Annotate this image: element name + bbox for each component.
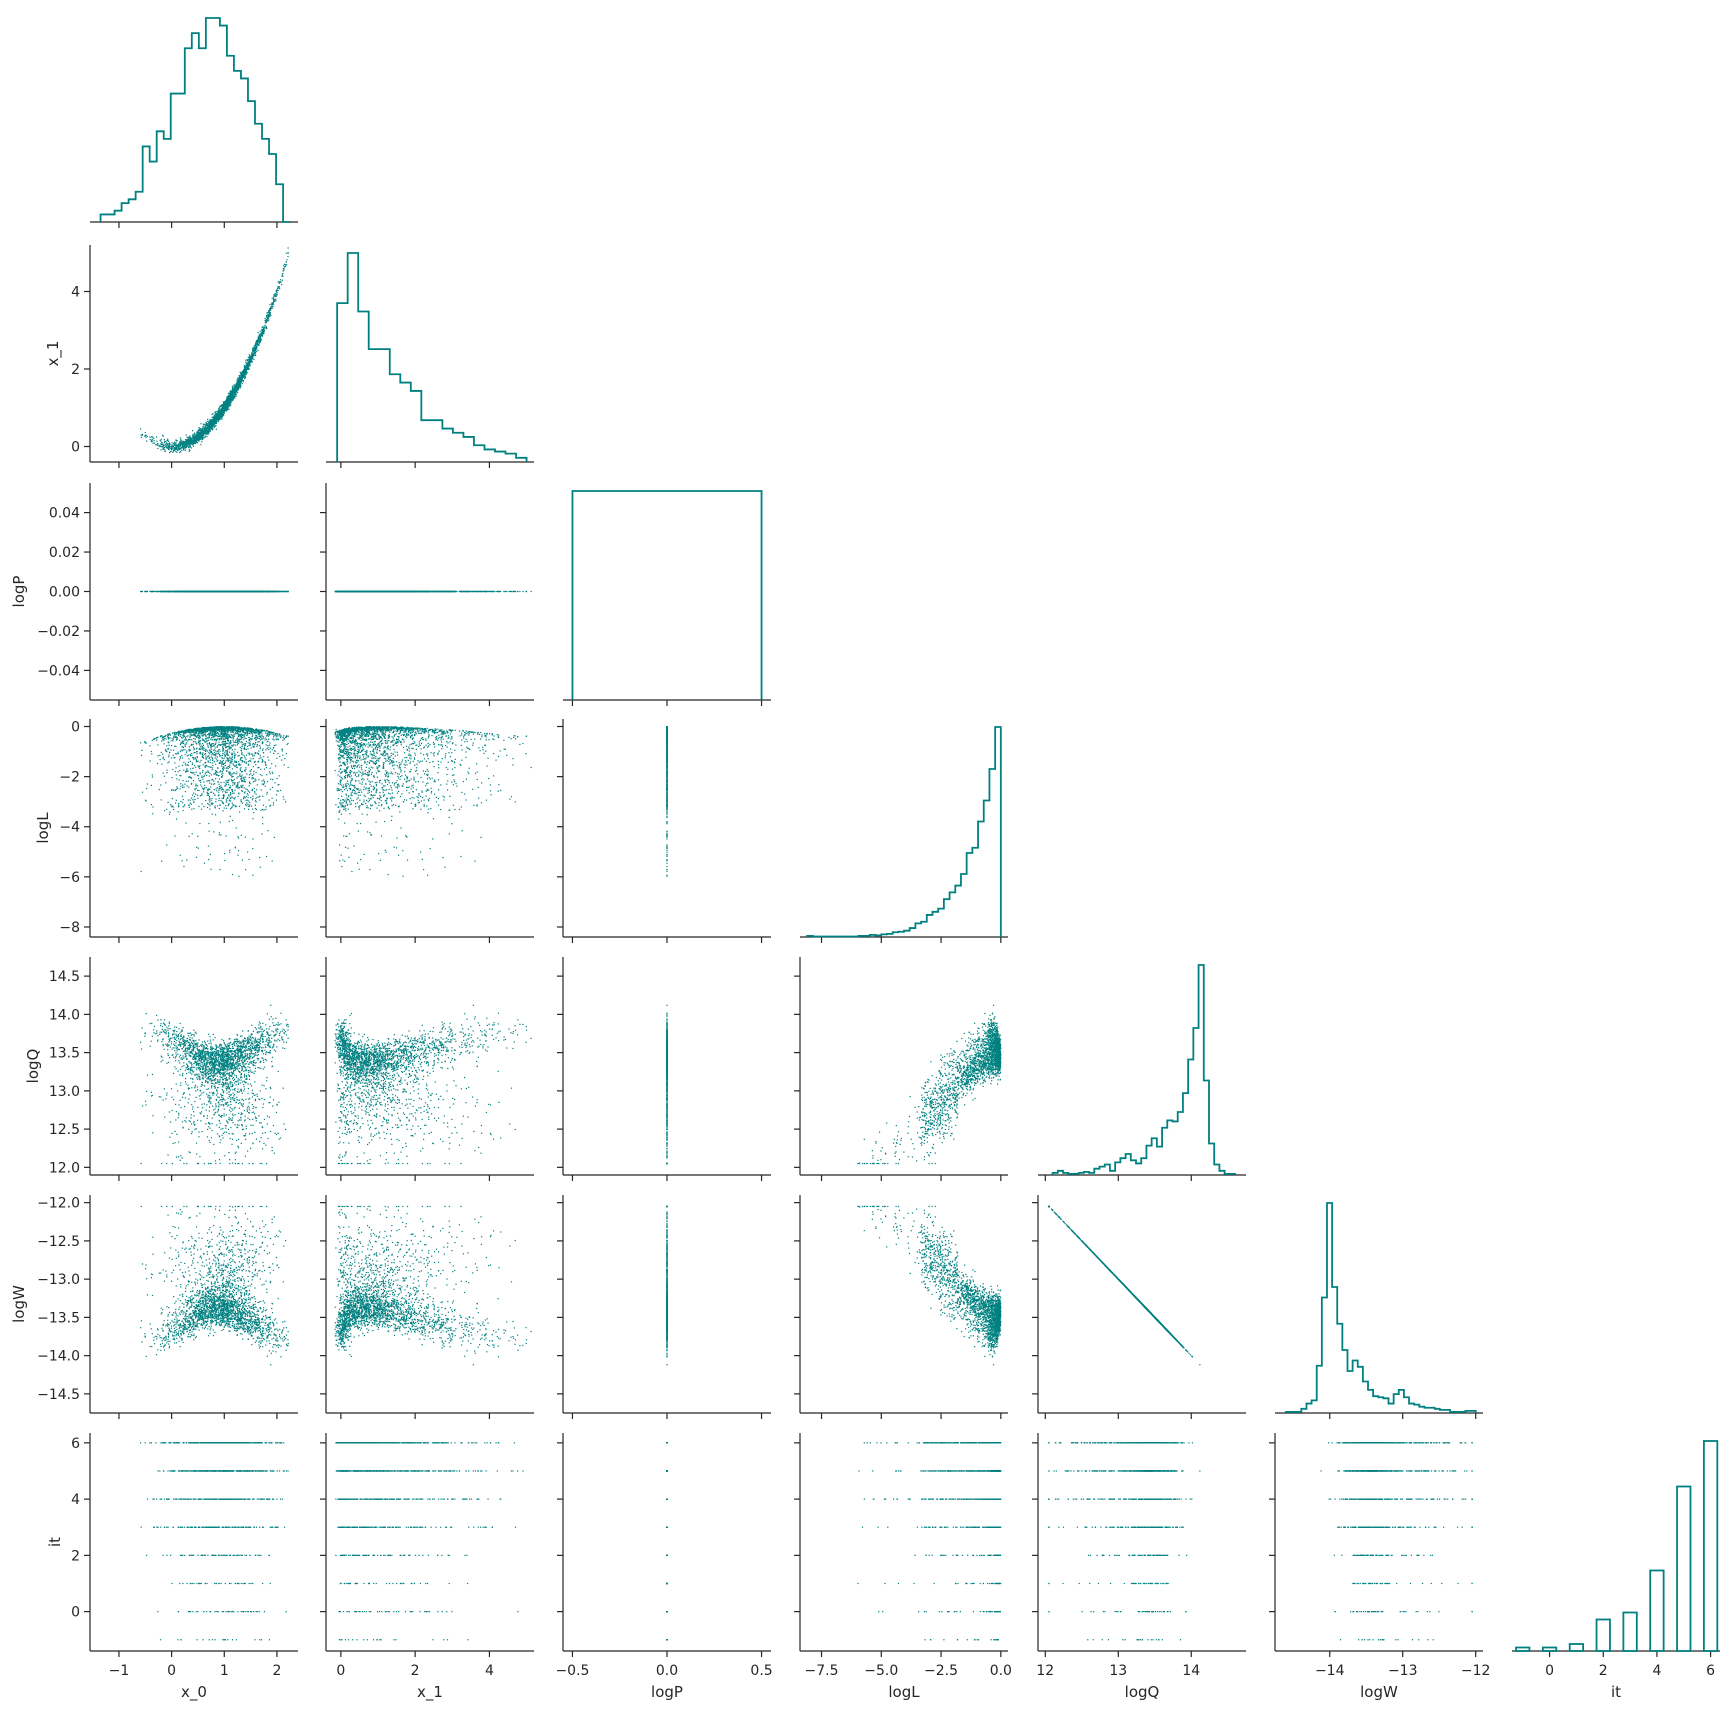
scatter-point bbox=[243, 381, 244, 382]
scatter-point bbox=[201, 423, 202, 424]
scatter-point bbox=[240, 372, 241, 373]
scatter-point bbox=[282, 273, 283, 274]
scatter-point bbox=[207, 419, 208, 420]
scatter-point bbox=[272, 298, 273, 299]
scatter-point bbox=[260, 331, 261, 332]
scatter-point bbox=[282, 274, 283, 275]
scatter-point bbox=[232, 387, 233, 388]
scatter-point bbox=[212, 414, 213, 415]
y-tick-label: 2 bbox=[71, 362, 80, 378]
scatter-point bbox=[284, 264, 285, 265]
scatter-point bbox=[266, 315, 267, 316]
scatter-point bbox=[141, 434, 142, 435]
scatter-point bbox=[267, 312, 268, 313]
scatter-point bbox=[265, 325, 266, 326]
scatter-point bbox=[283, 270, 284, 271]
scatter-point bbox=[142, 434, 143, 435]
scatter-point bbox=[204, 437, 205, 438]
scatter-point bbox=[230, 402, 231, 403]
corner-plot-figure: 024x_1−0.04−0.020.000.020.04logP−8−6−4−2… bbox=[0, 0, 1727, 1712]
scatter-point bbox=[180, 437, 181, 438]
scatter-point bbox=[198, 427, 199, 428]
histogram-x_0 bbox=[101, 18, 291, 222]
scatter-point bbox=[156, 436, 157, 437]
scatter-point bbox=[172, 452, 173, 453]
scatter-point bbox=[163, 444, 164, 445]
scatter-point bbox=[284, 268, 285, 269]
scatter-point bbox=[283, 265, 284, 266]
scatter-point bbox=[156, 441, 157, 442]
scatter-point bbox=[274, 299, 275, 300]
scatter-point bbox=[286, 259, 287, 260]
scatter-point bbox=[186, 447, 187, 448]
scatter-point bbox=[209, 420, 210, 421]
scatter-point bbox=[287, 256, 288, 257]
scatter-point bbox=[234, 384, 235, 385]
y-axis-label: x_1 bbox=[44, 341, 63, 367]
scatter-point bbox=[150, 439, 151, 440]
y-tick-label: 4 bbox=[71, 285, 80, 301]
panel-x_1-vs-x_0: 0 2 4 x_1 bbox=[44, 245, 298, 468]
y-tick-label: 0 bbox=[71, 440, 80, 456]
scatter-point bbox=[287, 252, 288, 253]
scatter-point bbox=[277, 288, 278, 289]
scatter-point bbox=[180, 448, 181, 449]
scatter-point bbox=[141, 437, 142, 438]
scatter-point bbox=[179, 442, 180, 443]
scatter-point bbox=[243, 380, 244, 381]
scatter-point bbox=[201, 441, 202, 442]
scatter-point bbox=[153, 438, 154, 439]
scatter-point bbox=[242, 383, 243, 384]
scatter-point bbox=[146, 440, 147, 441]
scatter-point bbox=[256, 351, 257, 352]
scatter-point bbox=[244, 378, 245, 379]
scatter-point bbox=[266, 328, 267, 329]
scatter-point bbox=[279, 283, 280, 284]
scatter-point bbox=[178, 449, 179, 450]
scatter-point bbox=[265, 318, 266, 319]
scatter-point bbox=[206, 436, 207, 437]
scatter-point bbox=[282, 276, 283, 277]
scatter-point bbox=[263, 326, 264, 327]
scatter-point bbox=[272, 306, 273, 307]
scatter-point bbox=[155, 444, 156, 445]
scatter-point bbox=[281, 284, 282, 285]
scatter-point bbox=[192, 437, 193, 438]
scatter-point bbox=[185, 439, 186, 440]
scatter-point bbox=[230, 390, 231, 391]
scatter-point bbox=[157, 448, 158, 449]
scatter-point bbox=[286, 264, 287, 265]
scatter-point bbox=[275, 300, 276, 301]
scatter-point bbox=[273, 296, 274, 297]
scatter-point bbox=[217, 421, 218, 422]
scatter-point bbox=[162, 435, 163, 436]
scatter-point bbox=[154, 442, 155, 443]
panel-x_0-vs-x_0 bbox=[90, 18, 298, 228]
